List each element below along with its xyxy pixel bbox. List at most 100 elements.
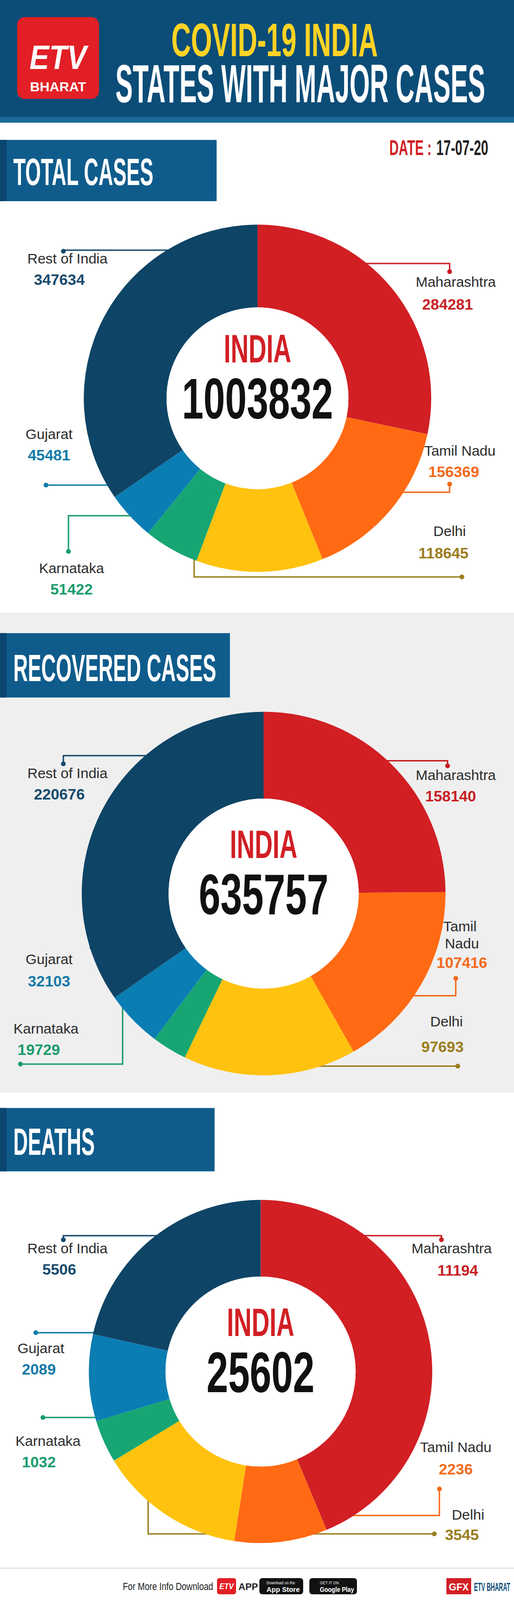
data-label: 45481	[28, 446, 71, 465]
category-label: Rest of India	[27, 250, 108, 267]
donut-hole	[166, 307, 349, 490]
section-bg	[0, 122, 514, 613]
category-label: Tamil Nadu	[420, 1440, 492, 1456]
data-label: 5506	[42, 1261, 77, 1279]
title-tab	[0, 1108, 215, 1173]
category-label: Delhi	[430, 1014, 463, 1030]
badge-small: GET IT ON	[319, 1581, 339, 1587]
leader-dot	[447, 482, 453, 487]
data-label: 32103	[28, 973, 71, 991]
donut-hole	[168, 799, 359, 989]
chart-title: TOTAL CASES	[13, 150, 154, 194]
title-tab-edge	[0, 633, 7, 698]
category-label: Gujarat	[25, 426, 73, 443]
center-label: INDIA	[223, 326, 292, 372]
footer-bg	[0, 1569, 514, 1600]
data-label: 97693	[421, 1038, 464, 1057]
data-label: 158140	[425, 788, 476, 806]
category-label: Gujarat	[17, 1341, 65, 1357]
footer-text: For More Info Download	[122, 1581, 214, 1593]
leader-line	[63, 1236, 162, 1241]
google-play-badge	[309, 1579, 357, 1596]
section-bg	[0, 612, 514, 1094]
category-label: Maharashtra	[415, 274, 496, 290]
data-label: 118645	[418, 544, 469, 563]
section-bg	[0, 1093, 514, 1570]
category-label: Delhi	[451, 1507, 485, 1524]
category-label: Karnataka	[13, 1021, 79, 1038]
footer-logo: ETV	[219, 1583, 235, 1592]
category-label-line: Nadu	[444, 936, 480, 952]
center-value: 1003832	[181, 367, 334, 432]
leader-dot	[66, 549, 71, 554]
leader-dot	[455, 1064, 461, 1070]
data-label: 2089	[21, 1361, 56, 1379]
title-tab	[0, 139, 217, 202]
category-label: Maharashtra	[415, 767, 496, 784]
category-label-line: Tamil	[443, 919, 481, 935]
chart-title: DEATHS	[13, 1121, 95, 1165]
center-label: INDIA	[227, 1300, 295, 1346]
logo-text: ETV	[29, 38, 89, 77]
logo-box	[17, 17, 99, 99]
category-label: Karnataka	[15, 1433, 81, 1450]
leader-dot	[453, 976, 459, 982]
data-label: 347634	[33, 271, 85, 289]
data-label: 51422	[50, 581, 93, 599]
footer-app: APP	[238, 1582, 258, 1593]
title-tab-edge	[0, 139, 7, 202]
leader-dot	[18, 1062, 23, 1068]
data-label: 156369	[428, 463, 480, 481]
data-label: 11194	[437, 1262, 479, 1280]
chart-title: RECOVERED CASES	[13, 647, 217, 691]
slice	[234, 1460, 327, 1544]
category-label: Rest of India	[27, 765, 108, 782]
data-label: 220676	[33, 786, 85, 804]
data-label: 19729	[17, 1041, 60, 1059]
category-label: Delhi	[433, 523, 466, 540]
badge-text: App Store	[266, 1586, 300, 1595]
donut-chart: DEATHS INDIA25602 Maharashtra 11194 Tamil Na…	[0, 1108, 493, 1545]
date-value: 17-07-20	[436, 136, 489, 160]
header-stripe	[0, 117, 514, 123]
category-label: Tamil Nadu	[424, 443, 496, 459]
leader-dot	[40, 1415, 46, 1421]
gfx-box	[446, 1579, 472, 1596]
center-value: 25602	[206, 1341, 315, 1405]
leader-dot	[447, 269, 453, 275]
footer-rule	[0, 1568, 514, 1570]
category-label: Gujarat	[25, 951, 73, 968]
page: ETVBHARATCOVID-19 INDIASTATES WITH MAJOR…	[0, 0, 514, 1600]
app-store-badge	[259, 1579, 304, 1596]
slices	[83, 224, 432, 573]
leader-line	[362, 1236, 442, 1241]
badge-small: Download on the	[266, 1581, 296, 1587]
slices	[81, 712, 446, 1077]
category-label: Maharashtra	[411, 1241, 493, 1257]
data-label: 284281	[422, 296, 474, 314]
date-label: DATE :	[389, 136, 432, 160]
center-label: INDIA	[229, 822, 298, 868]
gfx-text: GFX	[448, 1581, 469, 1594]
leader-dot	[432, 1532, 437, 1538]
title-tab	[0, 633, 230, 698]
data-label: 1032	[21, 1454, 56, 1472]
donut-hole	[165, 1277, 356, 1468]
slices	[88, 1200, 433, 1544]
donut-chart: RECOVERED CASES INDIA635757 Maharashtra 158…	[0, 633, 496, 1077]
category-label: Rest of India	[27, 1241, 108, 1257]
header-bg	[0, 0, 514, 123]
category-label: Karnataka	[39, 560, 105, 577]
data-label: 3545	[444, 1527, 479, 1545]
footer-logo-box	[217, 1579, 237, 1596]
data-label: 2236	[438, 1461, 473, 1479]
badge-text: Google Play	[319, 1586, 355, 1595]
center-value: 635757	[198, 862, 329, 927]
donut-chart: TOTAL CASES INDIA1003832 Maharashtra 284281…	[0, 139, 496, 598]
subtitle: STATES WITH MAJOR CASES	[115, 53, 486, 114]
leader-dot	[459, 574, 465, 580]
leader-dot	[43, 483, 49, 488]
data-label: 107416	[436, 954, 488, 972]
title-tab-edge	[0, 1108, 7, 1173]
logo-text: BHARAT	[29, 79, 87, 95]
